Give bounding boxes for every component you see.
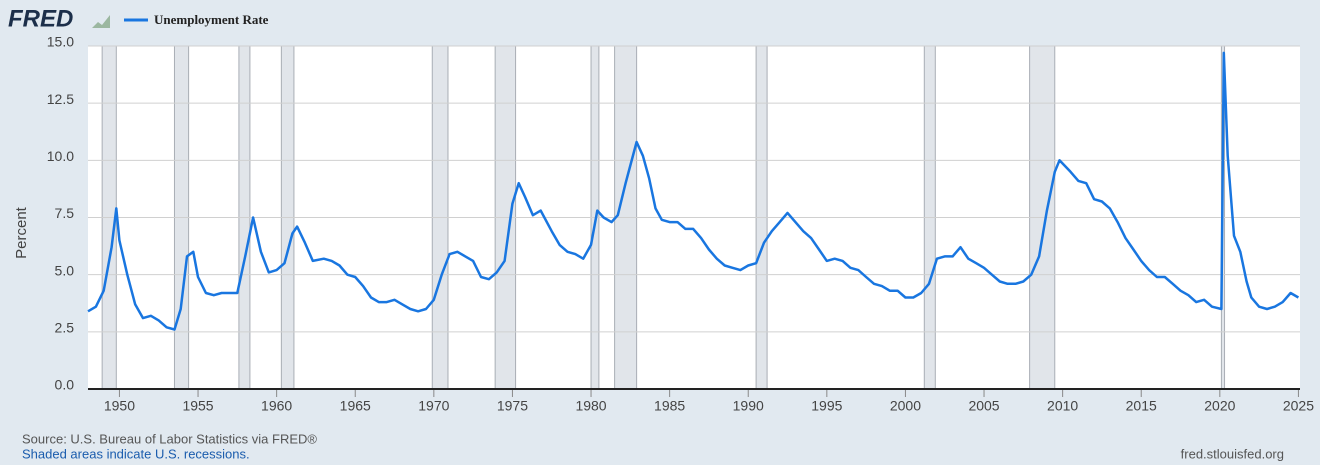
y-tick-label: 2.5: [55, 320, 75, 336]
x-tick-label: 1955: [182, 398, 213, 414]
y-tick-label: 0.0: [55, 377, 75, 393]
x-tick-label: 1990: [733, 398, 764, 414]
x-tick-label: 1960: [261, 398, 292, 414]
y-tick-label: 10.0: [47, 148, 74, 164]
x-tick-label: 2005: [968, 398, 999, 414]
url[interactable]: fred.stlouisfed.org: [1181, 446, 1284, 461]
x-tick-label: 2025: [1283, 398, 1314, 414]
y-tick-label: 7.5: [55, 205, 75, 221]
logo[interactable]: FRED: [8, 5, 73, 32]
x-tick-label: 1950: [104, 398, 135, 414]
y-tick-label: 15.0: [47, 34, 74, 50]
legend-label: Unemployment Rate: [154, 12, 269, 27]
x-tick-label: 1980: [575, 398, 606, 414]
series-line: [87, 51, 1300, 331]
y-tick-label: 12.5: [47, 91, 74, 107]
recession-note[interactable]: Shaded areas indicate U.S. recessions.: [22, 446, 250, 461]
y-tick-label: 5.0: [55, 262, 75, 278]
x-tick-label: 1985: [654, 398, 685, 414]
x-tick-label: 2015: [1126, 398, 1157, 414]
x-tick-label: 1970: [418, 398, 449, 414]
x-tick-label: 1965: [340, 398, 371, 414]
y-axis-label: Percent: [13, 206, 30, 259]
logo-icon: [92, 15, 110, 28]
x-tick-label: 2020: [1204, 398, 1235, 414]
x-tick-label: 2000: [890, 398, 921, 414]
x-tick-label: 1975: [497, 398, 528, 414]
source: Source: U.S. Bureau of Labor Statistics …: [22, 431, 317, 446]
x-tick-label: 1995: [811, 398, 842, 414]
x-tick-label: 2010: [1047, 398, 1078, 414]
